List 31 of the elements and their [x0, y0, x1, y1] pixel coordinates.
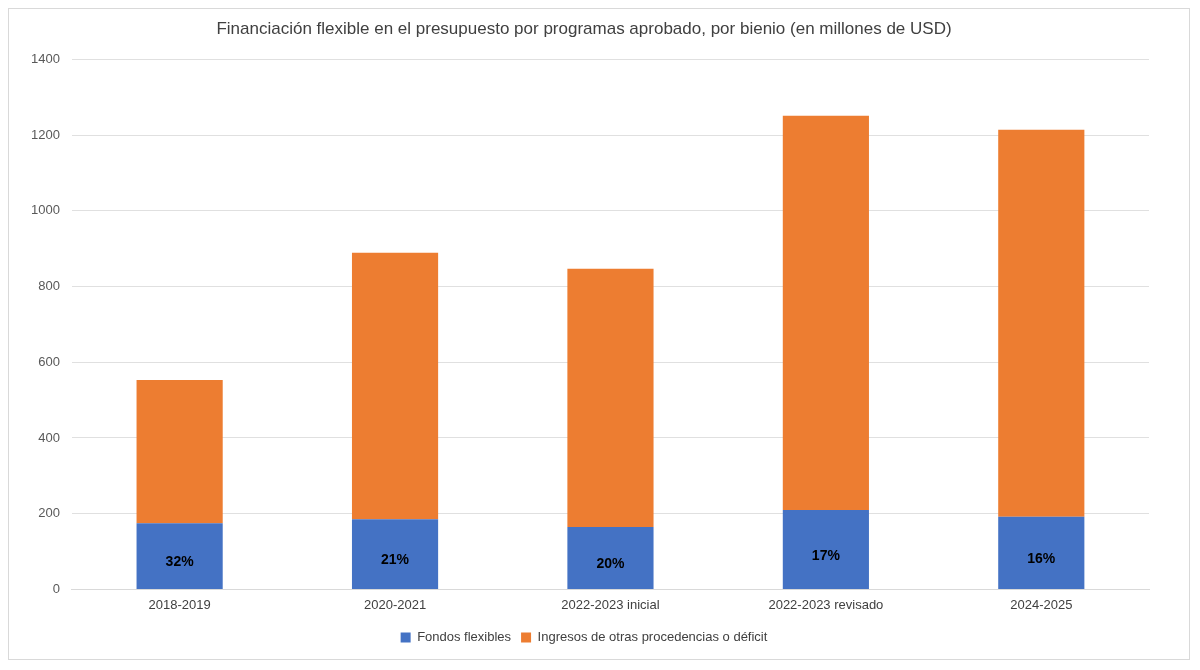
annotation: 20%: [596, 555, 626, 572]
y-tick-label: 400: [38, 429, 60, 445]
y-tick-label: 600: [38, 353, 60, 369]
bar: [351, 519, 439, 589]
y-tick-label: 0: [52, 580, 60, 596]
x-tick-label: 2022-2023 revisado: [768, 596, 884, 612]
bar: [351, 252, 439, 520]
chart-title: Financiación flexible en el presupuesto por programas aprobado, por bienio (en millones de USD): [216, 18, 952, 38]
x-tick-label: 2018-2019: [148, 596, 211, 612]
bar: [567, 268, 654, 527]
x-tick-label: 2024-2025: [1010, 596, 1073, 612]
annotation: 17%: [811, 546, 841, 563]
y-tick-label: 200: [38, 505, 60, 521]
bar: [998, 516, 1085, 589]
bar: [136, 523, 223, 589]
bar: [567, 526, 654, 589]
y-tick-label: 1200: [31, 126, 60, 142]
bar: [782, 115, 869, 510]
legend-label: Ingresos de otras procedencias o déficit: [537, 629, 768, 645]
x-tick-label: 2022-2023 inicial: [561, 596, 660, 612]
y-tick-label: 1400: [31, 50, 60, 66]
x-tick-label: 2020-2021: [363, 596, 427, 612]
annotation: 32%: [165, 553, 195, 570]
annotation: 16%: [1027, 549, 1056, 566]
bar: [998, 129, 1085, 517]
legend-label: Fondos flexibles: [417, 629, 512, 645]
bar: [782, 509, 869, 589]
y-tick-label: 800: [38, 278, 60, 294]
y-tick-label: 1000: [31, 202, 60, 218]
bar: [136, 380, 223, 524]
annotation: 21%: [381, 551, 410, 568]
